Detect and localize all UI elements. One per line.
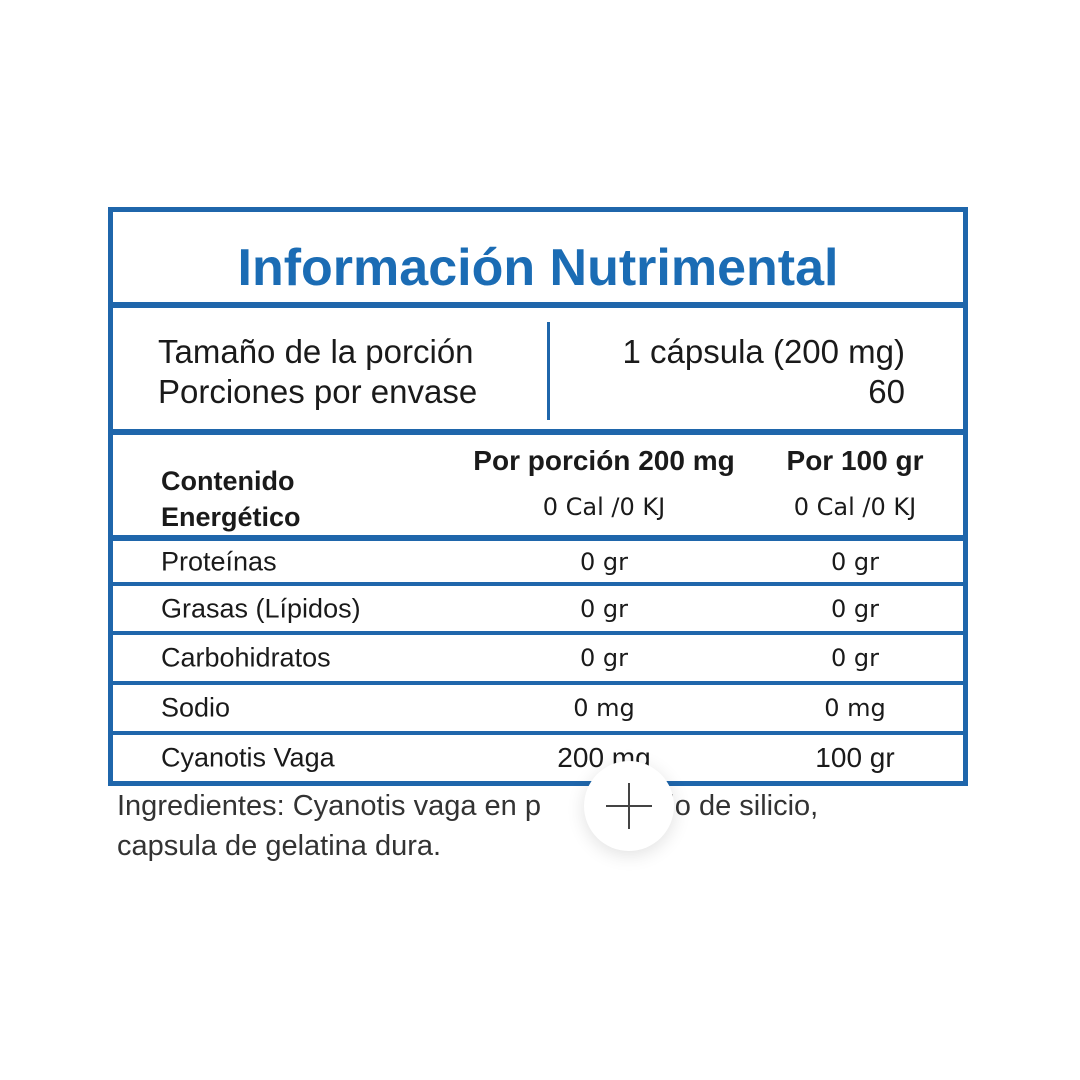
nutrient-name: Sodio xyxy=(161,692,231,723)
nutrient-name: Grasas (Lípidos) xyxy=(161,593,361,623)
servings-per-container-value: 60 xyxy=(868,373,905,410)
serving-section: Tamaño de la porción Porciones por envas… xyxy=(113,308,963,435)
table-row: Proteínas 0 gr 0 gr xyxy=(113,541,963,586)
nutrition-label: Información Nutrimental Tamaño de la por… xyxy=(108,207,968,786)
col-header-per-serving: Por porción 200 mg xyxy=(473,445,735,476)
nutrient-name: Cyanotis Vaga xyxy=(161,742,335,773)
table-row: Cyanotis Vaga 200 mg 100 gr xyxy=(113,735,963,781)
table-row: Carbohidratos 0 gr 0 gr xyxy=(113,635,963,685)
energy-per-serving: 0 Cal /0 KJ xyxy=(542,493,666,521)
per-100-value: 0 gr xyxy=(831,594,879,623)
servings-per-container-label: Porciones por envase xyxy=(158,373,478,410)
nutrient-name: Carbohidratos xyxy=(161,642,331,673)
table-row: Sodio 0 mg 0 mg xyxy=(113,685,963,735)
serving-size-label: Tamaño de la porción xyxy=(158,333,474,370)
per-serving-value: 0 mg xyxy=(573,694,635,722)
header-section: Contenido Energético Por porción 200 mg … xyxy=(113,435,963,541)
ingredients-line1-start: Ingredientes: Cyanotis vaga en p xyxy=(117,790,541,822)
divider xyxy=(547,322,550,420)
per-serving-value: 0 gr xyxy=(580,644,628,672)
energy-label-line2: Energético xyxy=(161,502,301,532)
per-serving-value: 0 gr xyxy=(580,594,628,623)
ingredients-text: Ingredientes: Cyanotis vaga en p dióxido … xyxy=(117,786,818,866)
energy-label-line1: Contenido xyxy=(161,466,295,496)
per-100-value: 0 gr xyxy=(831,547,879,576)
zoom-button[interactable] xyxy=(584,761,674,851)
per-100-value: 0 mg xyxy=(824,694,886,722)
per-100-value: 0 gr xyxy=(831,644,879,672)
energy-per-100: 0 Cal /0 KJ xyxy=(793,493,917,521)
energy-label: Contenido Energético xyxy=(161,463,301,535)
nutrient-name: Proteínas xyxy=(161,546,277,576)
per-serving-value: 0 gr xyxy=(580,547,628,576)
serving-size-value: 1 cápsula (200 mg) xyxy=(622,333,905,370)
table-row: Grasas (Lípidos) 0 gr 0 gr xyxy=(113,586,963,635)
per-100-value: 100 gr xyxy=(815,742,895,773)
label-title: Información Nutrimental xyxy=(113,212,963,308)
ingredients-line2: capsula de gelatina dura. xyxy=(117,830,442,862)
col-header-per-100: Por 100 gr xyxy=(786,445,924,476)
